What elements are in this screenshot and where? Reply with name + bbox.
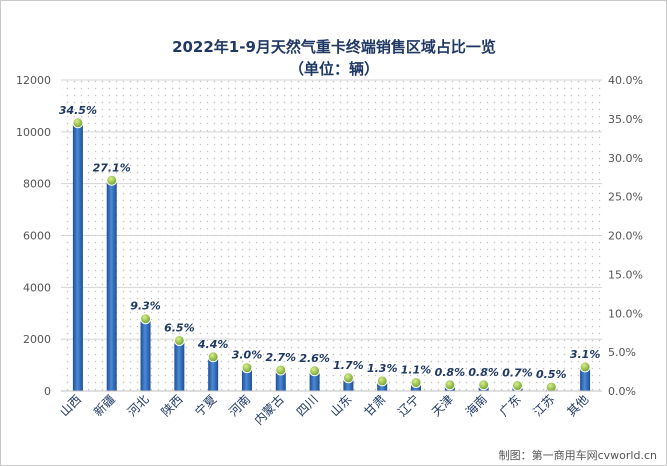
category-label: 甘肃 (361, 392, 388, 419)
category-label: 陕西 (158, 392, 186, 420)
category-label: 新疆 (90, 392, 118, 420)
y-tick-label: 8000 (23, 178, 51, 191)
y2-tick-label: 35.0% (608, 113, 643, 126)
bar-9 (343, 377, 354, 391)
category-label: 江苏 (531, 392, 558, 419)
percent-marker-15 (545, 381, 557, 393)
percent-label: 1.3% (367, 362, 398, 375)
bar-2 (106, 180, 117, 391)
percent-marker-2 (106, 174, 118, 186)
percent-markers (72, 117, 591, 393)
bar-5 (208, 356, 219, 391)
y2-tick-label: 30.0% (608, 152, 643, 165)
percent-marker-6 (241, 362, 253, 374)
percent-marker-16 (579, 361, 591, 373)
y2-tick-label: 5.0% (608, 346, 636, 359)
bar-1 (72, 122, 83, 391)
percent-label: 34.5% (59, 104, 97, 117)
category-label: 山西 (57, 392, 84, 419)
y2-tick-label: 0.0% (608, 385, 636, 398)
percent-marker-10 (376, 375, 388, 387)
percent-label: 27.1% (93, 161, 131, 174)
category-label: 四川 (294, 392, 321, 419)
percent-label: 0.7% (502, 367, 533, 380)
category-label: 辽宁 (395, 392, 423, 420)
percent-label: 2.6% (299, 352, 330, 365)
percent-marker-11 (410, 376, 422, 388)
chart-credit: 制图：第一商用车网cvworld.cn (499, 448, 657, 462)
y-tick-label: 0 (44, 385, 51, 398)
percent-label: 9.3% (130, 300, 161, 313)
percent-label: 1.1% (401, 363, 432, 376)
percent-label: 4.4% (197, 338, 229, 351)
category-label: 河北 (125, 392, 152, 419)
percent-marker-8 (309, 365, 321, 377)
y-tick-label: 4000 (23, 281, 51, 294)
percent-marker-9 (342, 372, 354, 384)
percent-marker-5 (207, 351, 219, 363)
bar-6 (241, 367, 252, 391)
bar-3 (140, 318, 151, 391)
percent-marker-13 (478, 379, 490, 391)
y-tick-label: 10000 (16, 126, 51, 139)
y2-tick-label: 10.0% (608, 307, 643, 320)
y2-tick-label: 25.0% (608, 191, 643, 204)
percent-marker-4 (173, 334, 185, 346)
percent-label: 2.7% (266, 351, 297, 364)
category-label: 河南 (226, 392, 254, 420)
percent-marker-7 (275, 364, 287, 376)
percent-marker-14 (511, 380, 523, 392)
percent-label: 3.0% (232, 349, 263, 362)
percent-label: 0.8% (435, 366, 466, 379)
bar-8 (309, 370, 320, 391)
y2-tick-label: 20.0% (608, 230, 643, 243)
chart-subtitle: （单位：辆） (289, 60, 379, 78)
y-axis-right: 0.0% 5.0% 10.0% 15.0% 20.0% 25.0% 30.0% 35.0% 40… (608, 74, 643, 398)
category-label: 天津 (429, 392, 456, 419)
percent-marker-3 (140, 313, 152, 325)
category-label: 山东 (328, 392, 355, 419)
bar-7 (275, 370, 286, 391)
percent-label: 0.8% (468, 366, 499, 379)
category-label: 海南 (462, 392, 490, 420)
y2-tick-label: 15.0% (608, 268, 643, 281)
bar-4 (174, 340, 185, 391)
percent-marker-12 (444, 379, 456, 391)
category-label: 宁夏 (192, 392, 220, 420)
category-label: 内蒙古 (251, 392, 287, 428)
percent-marker-1 (72, 117, 84, 129)
category-label: 广东 (497, 392, 524, 419)
chart-title: 2022年1-9月天然气重卡终端销售区域占比一览 (172, 38, 496, 56)
category-label: 其他 (564, 392, 591, 419)
percent-label: 6.5% (164, 321, 195, 334)
bar-16 (580, 366, 591, 391)
percent-label: 1.7% (333, 359, 364, 372)
percent-label: 3.1% (570, 348, 601, 361)
percent-labels: 34.5%27.1%9.3%6.5%4.4%3.0% 2.7% 2.6%1.7% 1.… (59, 104, 601, 381)
y-tick-label: 6000 (23, 230, 51, 243)
percent-label: 0.5% (536, 368, 567, 381)
y-tick-label: 12000 (16, 74, 51, 87)
y-axis-left: 0 2000 4000 6000 8000 10000 12000 (16, 74, 51, 398)
y2-tick-label: 40.0% (608, 74, 643, 87)
y-tick-label: 2000 (23, 333, 51, 346)
